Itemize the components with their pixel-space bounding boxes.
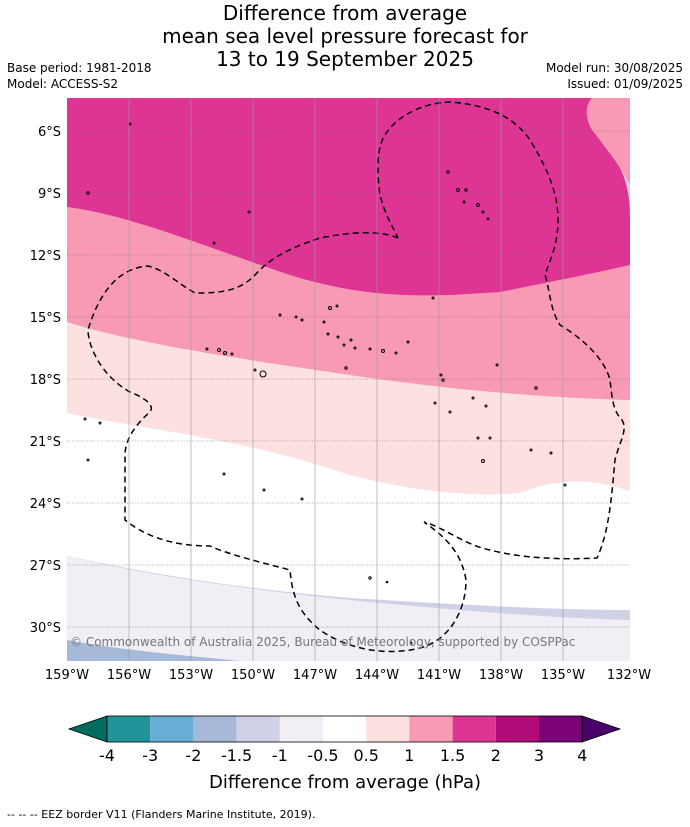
colorbar-tick: 2 [491, 746, 501, 765]
lat-label: 21°S [30, 435, 61, 450]
lat-labels: 6°S 9°S 12°S 15°S 18°S 21°S 24°S 27°S 30… [30, 125, 61, 636]
lon-label: 144°W [355, 668, 399, 683]
lat-label: 15°S [30, 311, 61, 326]
colorbar-tick: 0.5 [353, 746, 378, 765]
colorbar-label: Difference from average (hPa) [209, 772, 481, 793]
map-contours [67, 98, 630, 661]
islands [83, 122, 567, 645]
chart-title: Difference from average mean sea level p… [0, 2, 690, 71]
lon-label: 141°W [417, 668, 461, 683]
band-lt-minus-1-edge [67, 640, 240, 661]
band-1-to-1.5-corner [586, 98, 630, 185]
colorbar [67, 715, 622, 743]
colorbar-tick: -1.5 [221, 746, 252, 765]
lat-label: 24°S [30, 497, 61, 512]
colorbar-swatch [279, 716, 323, 742]
colorbar-swatch [409, 716, 453, 742]
model-run: Model run: 30/08/2025 [545, 61, 683, 75]
meta-left: Base period: 1981-2018 Model: ACCESS-S2 [7, 60, 152, 92]
base-period: Base period: 1981-2018 [7, 61, 152, 75]
meta-right: Model run: 30/08/2025 Issued: 01/09/2025 [546, 60, 683, 92]
title-line-3: 13 to 19 September 2025 [216, 47, 474, 71]
colorbar-swatch [452, 716, 496, 742]
lon-label: 153°W [169, 668, 213, 683]
lat-label: 9°S [38, 187, 61, 202]
lon-label: 156°W [107, 668, 151, 683]
colorbar-extend-low [67, 715, 108, 743]
colorbar-tick: -0.5 [307, 746, 338, 765]
title-line-1: Difference from average [222, 1, 468, 25]
lon-label: 147°W [293, 668, 337, 683]
band-0.5-to-1 [67, 322, 630, 495]
colorbar-swatch [150, 716, 194, 742]
colorbar-tick: 4 [577, 746, 587, 765]
colorbar-swatch [193, 716, 237, 742]
lon-label: 135°W [541, 668, 585, 683]
lat-label: 30°S [30, 621, 61, 636]
colorbar-tick: -4 [99, 746, 115, 765]
colorbar-swatch [366, 716, 410, 742]
model-name: Model: ACCESS-S2 [7, 77, 119, 91]
colorbar-swatch [107, 716, 151, 742]
colorbar-swatch [539, 716, 583, 742]
colorbar-ticks: -4 -3 -2 -1.5 -1 -0.5 0.5 1 1.5 2 3 4 [99, 746, 587, 765]
issued-date: Issued: 01/09/2025 [567, 77, 683, 91]
colorbar-tick: -3 [142, 746, 158, 765]
lon-label: 132°W [607, 668, 651, 683]
lon-label: 159°W [45, 668, 89, 683]
colorbar-tick: 1 [404, 746, 414, 765]
copyright-notice: © Commonwealth of Australia 2025, Bureau… [70, 635, 575, 649]
eez-footnote: -- -- -- EEZ border V11 (Flanders Marine… [7, 808, 316, 821]
colorbar-tick: 3 [534, 746, 544, 765]
meridians [128, 98, 564, 661]
colorbar-tick: -1 [272, 746, 288, 765]
colorbar-swatch [236, 716, 280, 742]
colorbar-swatch [495, 716, 539, 742]
colorbar-frame [106, 715, 583, 743]
lat-label: 12°S [30, 249, 61, 264]
colorbar-swatch [323, 716, 367, 742]
lat-label: 27°S [30, 559, 61, 574]
lon-label: 150°W [231, 668, 275, 683]
colorbar-tick: 1.5 [440, 746, 465, 765]
band-minus-1-to-minus-0.5 [67, 556, 630, 661]
lon-labels: 159°W 156°W 153°W 150°W 147°W 144°W 141°… [45, 668, 651, 683]
colorbar-extend-high [581, 715, 622, 743]
title-line-2: mean sea level pressure forecast for [162, 24, 528, 48]
colorbar-tick: -2 [185, 746, 201, 765]
lat-label: 6°S [38, 125, 61, 140]
lon-label: 138°W [479, 668, 523, 683]
band-near-zero [67, 413, 630, 610]
lat-label: 18°S [30, 373, 61, 388]
band-1.5-to-2 [67, 98, 630, 296]
